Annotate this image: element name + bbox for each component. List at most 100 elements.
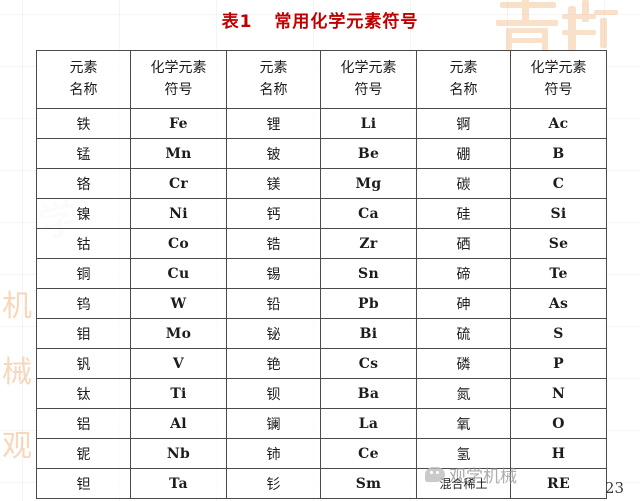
cell-element-name: 砷 (416, 288, 511, 319)
cell-element-name: 镁 (226, 168, 321, 199)
cell-element-name: 钡 (226, 378, 321, 409)
title-main: 常用化学元素符号 (274, 12, 419, 32)
cell-element-symbol: Be (320, 138, 417, 169)
table-row: 钴 Co 锆 Zr 硒 Se (36, 228, 607, 259)
header-line-1: 元素 (69, 59, 98, 76)
cell-element-name: 锰 (36, 138, 131, 169)
cell-element-symbol: Mg (320, 168, 417, 199)
cell-element-name: 铬 (36, 168, 131, 199)
page-title: 表1 常用化学元素符号 (0, 7, 640, 32)
cell-element-symbol: Ti (130, 378, 227, 409)
cell-element-name: 钙 (226, 198, 321, 229)
left-seal-watermark-3: 观 (2, 429, 32, 464)
cell-element-name: 硼 (416, 138, 511, 169)
left-seal-watermark-2: 械 (2, 355, 32, 390)
table-row: 钛 Ti 钡 Ba 氮 N (36, 378, 607, 409)
table-row: 钨 W 铅 Pb 砷 As (36, 288, 607, 319)
cell-element-name: 碲 (416, 258, 511, 289)
cell-element-symbol: Se (510, 228, 607, 259)
cell-element-name: 锂 (226, 108, 321, 139)
column-header-element-name-1: 元素 名称 (36, 50, 131, 109)
header-line-2: 符号 (164, 81, 193, 98)
page-number: 23 (604, 479, 624, 497)
element-symbol-table-container: 元素 名称 化学元素 符号 元素 名称 化学元素 符号 元素 名称 (36, 50, 607, 499)
cell-element-symbol: Ca (320, 198, 417, 229)
cell-element-name: 铍 (226, 138, 321, 169)
cell-element-name: 混合稀土 (416, 468, 511, 499)
cell-element-symbol: Mn (130, 138, 227, 169)
cell-element-name: 钽 (36, 468, 131, 499)
cell-element-symbol: S (510, 318, 607, 349)
cell-element-symbol: Te (510, 258, 607, 289)
cell-element-symbol: Ta (130, 468, 227, 499)
cell-element-symbol: H (510, 438, 607, 469)
table-row: 钒 V 铯 Cs 磷 P (36, 348, 607, 379)
cell-element-symbol: RE (510, 468, 607, 499)
cell-element-symbol: Nb (130, 438, 227, 469)
element-symbol-table: 元素 名称 化学元素 符号 元素 名称 化学元素 符号 元素 名称 (36, 50, 607, 499)
cell-element-symbol: Ba (320, 378, 417, 409)
cell-element-symbol: La (320, 408, 417, 439)
table-header-row: 元素 名称 化学元素 符号 元素 名称 化学元素 符号 元素 名称 (36, 50, 607, 109)
cell-element-name: 锆 (226, 228, 321, 259)
cell-element-symbol: Sn (320, 258, 417, 289)
cell-element-name: 镍 (36, 198, 131, 229)
cell-element-name: 氮 (416, 378, 511, 409)
cell-element-symbol: Sm (320, 468, 417, 499)
column-header-element-symbol-1: 化学元素 符号 (130, 50, 227, 109)
cell-element-symbol: Cs (320, 348, 417, 379)
left-seal-watermark-1: 机 (2, 289, 32, 324)
table-row: 锰 Mn 铍 Be 硼 B (36, 138, 607, 169)
cell-element-name: 磷 (416, 348, 511, 379)
cell-element-name: 碳 (416, 168, 511, 199)
cell-element-name: 锡 (226, 258, 321, 289)
cell-element-name: 铯 (226, 348, 321, 379)
cell-element-symbol: Ce (320, 438, 417, 469)
cell-element-name: 铅 (226, 288, 321, 319)
table-row: 铌 Nb 铈 Ce 氢 H (36, 438, 607, 469)
table-row: 钽 Ta 钐 Sm 混合稀土 RE (36, 468, 607, 499)
cell-element-name: 氧 (416, 408, 511, 439)
cell-element-name: 钐 (226, 468, 321, 499)
cell-element-name: 镧 (226, 408, 321, 439)
header-line-2: 名称 (69, 81, 98, 98)
cell-element-name: 锕 (416, 108, 511, 139)
header-line-1: 元素 (259, 59, 288, 76)
cell-element-name: 硫 (416, 318, 511, 349)
cell-element-symbol: C (510, 168, 607, 199)
table-row: 镍 Ni 钙 Ca 硅 Si (36, 198, 607, 229)
cell-element-name: 铋 (226, 318, 321, 349)
cell-element-symbol: Mo (130, 318, 227, 349)
header-line-1: 化学元素 (150, 59, 207, 76)
cell-element-symbol: Pb (320, 288, 417, 319)
cell-element-symbol: Ac (510, 108, 607, 139)
cell-element-name: 硅 (416, 198, 511, 229)
cell-element-symbol: As (510, 288, 607, 319)
column-header-element-name-2: 元素 名称 (226, 50, 321, 109)
cell-element-symbol: W (130, 288, 227, 319)
cell-element-symbol: O (510, 408, 607, 439)
column-header-element-name-3: 元素 名称 (416, 50, 511, 109)
column-header-element-symbol-2: 化学元素 符号 (320, 50, 417, 109)
column-header-element-symbol-3: 化学元素 符号 (510, 50, 607, 109)
header-line-2: 名称 (449, 81, 478, 98)
cell-element-symbol: Co (130, 228, 227, 259)
cell-element-symbol: V (130, 348, 227, 379)
cell-element-symbol: Li (320, 108, 417, 139)
cell-element-symbol: N (510, 378, 607, 409)
cell-element-symbol: Fe (130, 108, 227, 139)
cell-element-name: 钴 (36, 228, 131, 259)
table-row: 铁 Fe 锂 Li 锕 Ac (36, 108, 607, 139)
header-line-1: 化学元素 (340, 59, 397, 76)
table-row: 钼 Mo 铋 Bi 硫 S (36, 318, 607, 349)
cell-element-name: 钛 (36, 378, 131, 409)
cell-element-name: 氢 (416, 438, 511, 469)
cell-element-name: 硒 (416, 228, 511, 259)
cell-element-name: 铌 (36, 438, 131, 469)
cell-element-symbol: B (510, 138, 607, 169)
table-row: 铝 Al 镧 La 氧 O (36, 408, 607, 439)
header-line-2: 名称 (259, 81, 288, 98)
cell-element-name: 钼 (36, 318, 131, 349)
cell-element-symbol: Ni (130, 198, 227, 229)
table-row: 铬 Cr 镁 Mg 碳 C (36, 168, 607, 199)
